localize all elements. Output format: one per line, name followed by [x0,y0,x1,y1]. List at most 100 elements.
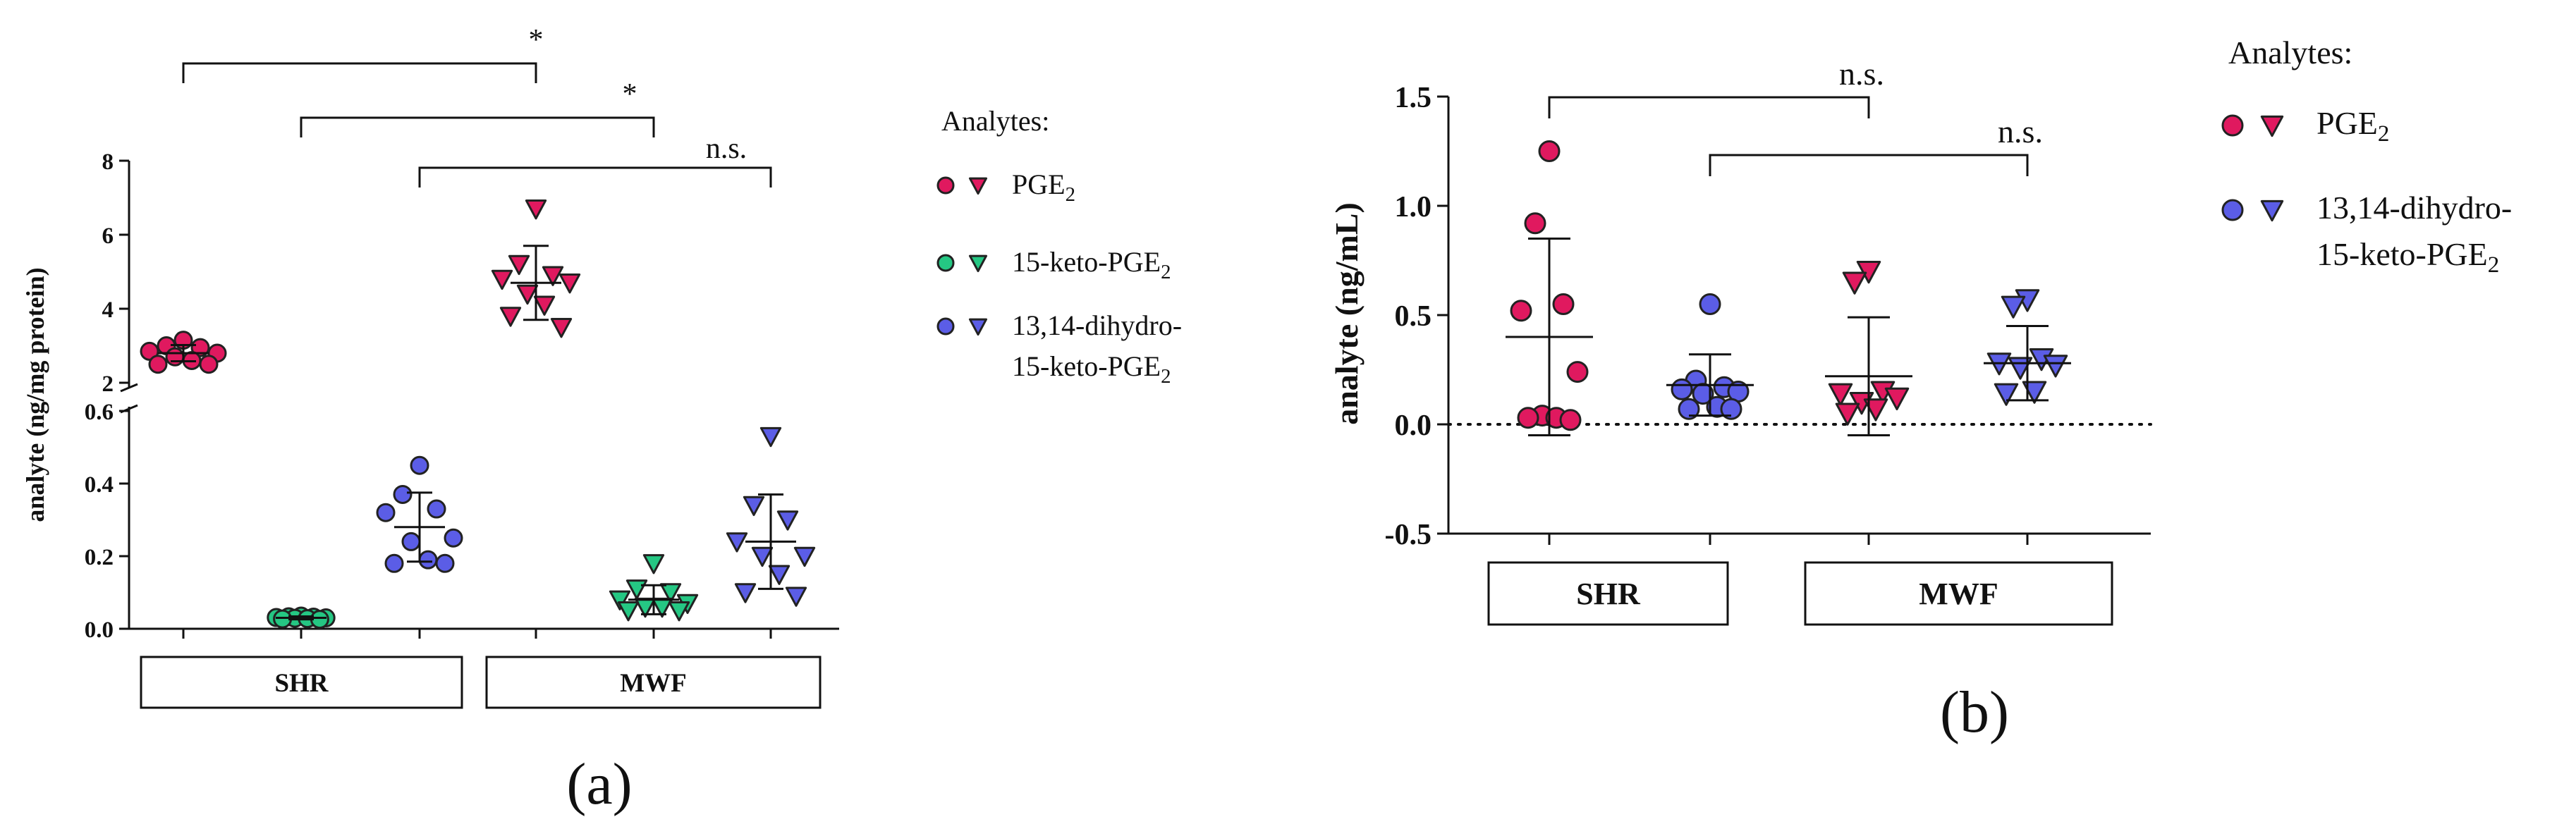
legend-label-main: 15-keto-PGE [1012,246,1161,278]
legend-label-main: PGE [1012,168,1066,200]
y-axis-label: analyte (ng/mg protein) [21,267,49,522]
data-point [384,553,404,573]
data-point [376,503,396,522]
legend-triangle [2260,115,2284,137]
data-point [1699,293,1721,315]
legend-label: PGE2 [1012,168,1075,206]
legend-label-sub: 2 [2378,121,2390,147]
y-tick-label: 1.5 [1395,82,1432,114]
data-point [427,499,446,519]
data-point [444,528,463,548]
panel-b: -0.5 0.0 0.5 1.0 1.5 analyte (ng/mL) SHR MWF n.s… [1329,56,2152,626]
data-point [1692,383,1714,405]
data-point [499,307,522,327]
data-point [1538,140,1561,162]
significance-label: n.s. [706,133,747,165]
group-label: SHR [274,669,329,698]
group-label: MWF [620,669,687,698]
data-point [491,269,513,290]
data-point [1559,409,1582,431]
data-point [1828,383,1853,406]
data-point [1884,387,1910,411]
legend-label-line2-main: 15-keto-PGE [1012,350,1161,382]
legend-triangle [968,318,988,336]
data-point [785,586,807,607]
group-box [485,656,822,709]
data-point [516,284,539,305]
data-point [1517,407,1539,429]
group-box [1804,561,2113,626]
legend-label-line2: 15-keto-PGE2 [2316,236,2499,278]
y-tick-label: 0.2 [85,545,114,570]
y-tick-label: 0.6 [85,400,114,425]
data-point [401,531,421,551]
group-label: SHR [1576,577,1641,611]
data-point [525,199,547,220]
data-point [410,455,429,475]
y-tick-label: 0.4 [85,472,114,498]
data-point [435,553,455,573]
data-point [734,583,757,603]
legend-b: Analytes: PGE2 13,14-dihydro- 15-keto-PGE2 [2221,35,2512,278]
legend-circle [2221,199,2244,221]
panel-a: 0.0 0.2 0.4 0.6 2 4 6 8 analyte (ng/mg protein) S… [21,24,839,709]
data-point [625,579,648,600]
data-point [165,347,185,367]
data-point [1552,293,1575,315]
data-point [533,295,556,316]
data-point [1510,300,1532,322]
legend-label-line1: 13,14-dihydro- [2316,190,2512,226]
y-tick-label: -0.5 [1385,519,1432,551]
legend-label-line2-sub: 2 [2488,252,2500,278]
data-point [1671,378,1693,400]
legend-circle [936,176,955,195]
legend-title: Analytes: [2228,35,2352,70]
data-point [2022,381,2047,404]
significance-label: n.s. [1998,113,2043,149]
significance-bracket [1548,96,1870,118]
data-point [659,583,682,603]
legend-circle [936,317,955,336]
significance-label: * [529,24,544,56]
data-point [1678,398,1700,420]
y-tick-label: 6 [102,223,114,249]
data-point [642,554,665,574]
data-point [199,355,219,374]
data-point [2043,355,2068,378]
data-point [1994,383,2019,406]
panel-a-label: (a) [566,751,632,817]
data-point [609,590,631,610]
data-point [418,550,438,570]
significance-label: n.s. [1839,56,1884,92]
data-point [190,338,210,357]
legend-label-sub: 2 [1066,183,1075,206]
data-point [743,496,765,517]
legend-label: PGE2 [2316,105,2389,147]
y-tick-label: 0.0 [85,617,114,643]
data-point [542,266,564,286]
y-tick-label: 0.5 [1395,300,1432,333]
group-label: MWF [1919,577,1998,611]
y-tick-label: 8 [102,149,114,175]
legend-label: 15-keto-PGE2 [1012,246,1171,283]
data-point [1720,398,1742,420]
legend-label-line2-sub: 2 [1161,365,1171,388]
data-point [1524,212,1546,235]
legend-triangle [968,254,988,273]
data-point [617,601,640,622]
data-point [558,273,581,294]
data-point [140,341,159,361]
data-point [793,546,816,567]
legend-triangle [2260,199,2284,222]
y-tick-label: 4 [102,297,114,323]
legend-a: Analytes:PGE215-keto-PGE213,14-dihydro-1… [936,105,1182,388]
significance-bracket [418,166,772,188]
group-box [1487,561,1729,626]
legend-circle [936,254,955,272]
y-tick-label: 0.0 [1395,410,1432,442]
data-point [668,601,690,622]
legend-circle [2221,114,2244,137]
y-axis-label: analyte (ng/mL) [1329,202,1365,425]
significance-bracket [182,62,537,83]
data-point [550,318,573,338]
